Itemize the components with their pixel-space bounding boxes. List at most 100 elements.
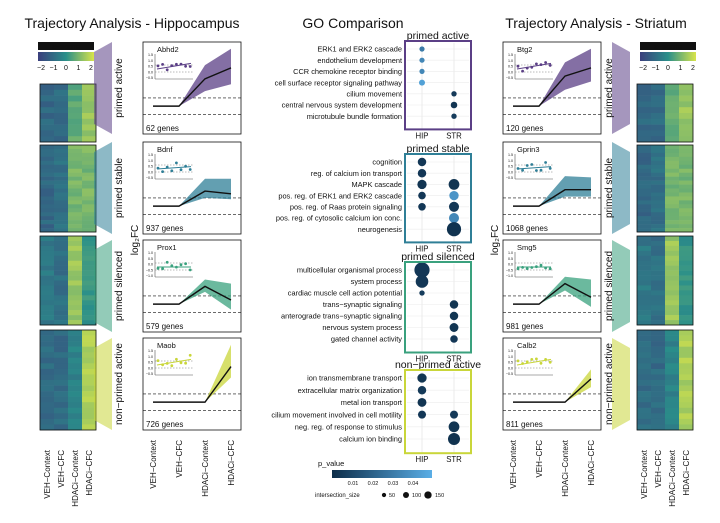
inset-trend-line [156, 62, 192, 70]
heatmap-cell [40, 164, 55, 170]
heatmap-cell [68, 352, 83, 359]
heatmap-cell [68, 184, 83, 189]
heatmap-cell [679, 346, 694, 353]
heatmap-cell [665, 357, 680, 364]
go-column-label: STR [446, 131, 462, 140]
heatmap-cell [665, 212, 680, 217]
heatmap-cell [54, 424, 69, 431]
heatmap-cell [82, 224, 97, 229]
heatmap-cell [54, 164, 69, 170]
cluster-label-primed_stable: primed stable [604, 158, 615, 218]
heatmap-cell [54, 330, 69, 336]
heatmap-cell [637, 280, 652, 286]
heatmap-cell [679, 305, 694, 311]
cluster-label-non_primed_active: non−primed active [604, 343, 615, 425]
heatmap-cell [651, 236, 666, 242]
inset-tick-label: 1.0 [148, 355, 153, 359]
pvalue-legend-title: p_value [318, 459, 344, 468]
heatmap-cell [651, 130, 666, 137]
cluster-label-primed_silenced: primed silenced [604, 251, 615, 321]
zscore-tick: 2 [691, 65, 695, 72]
heatmap-cell [651, 152, 666, 158]
heatmap-condition-label: HDACi−Context [668, 449, 677, 506]
heatmap-cell [82, 208, 97, 213]
heatmap-cell [68, 385, 83, 392]
heatmap-cell [679, 310, 694, 316]
heatmap-cell [54, 245, 69, 252]
go-term-label: cell surface receptor signaling pathway [275, 78, 403, 87]
heatmap-cell [637, 250, 652, 257]
trajectory-x-tick-label: HDACi−CFC [587, 440, 596, 486]
heatmap-cell [651, 407, 666, 414]
heatmap-cell [40, 250, 55, 257]
heatmap-cluster-border [636, 329, 694, 431]
heatmap-cell [665, 380, 680, 386]
heatmap-cell [637, 136, 652, 143]
heatmap-cell [665, 305, 680, 311]
heatmap-cell [82, 168, 97, 173]
heatmap-cell [54, 145, 69, 150]
heatmap-cell [68, 107, 83, 114]
heatmap-condition-label: VEH−CFC [57, 450, 66, 488]
heatmap-cell [665, 156, 680, 162]
example-gene-name: Bdnf [157, 145, 173, 154]
heatmap-cell [679, 101, 694, 108]
heatmap-cell [68, 290, 83, 296]
heatmap-cluster-non_primed_active [39, 329, 97, 431]
mean-trajectory-line [513, 67, 592, 107]
heatmap-cell [54, 260, 69, 266]
heatmap-cell [665, 295, 680, 301]
heatmap-cell [679, 172, 694, 177]
heatmap-cell [651, 305, 666, 311]
heatmap-cell [679, 245, 694, 252]
mean-trajectory-line [153, 190, 232, 207]
heatmap-cell [68, 310, 83, 316]
heatmap-cell [68, 330, 83, 336]
gene-count-label: 1068 genes [506, 224, 548, 233]
size-legend-dot [381, 492, 387, 498]
heatmap-cell [82, 260, 97, 266]
cluster-label-primed_silenced: primed silenced [114, 251, 125, 321]
go-term-label: pos. reg. of Raas protein signaling [290, 203, 402, 212]
heatmap-cell [40, 136, 55, 143]
heatmap-cell [68, 212, 83, 217]
heatmap-cell [40, 236, 55, 242]
heatmap-cell [679, 250, 694, 257]
heatmap-cell [54, 418, 69, 425]
heatmap-cell [68, 160, 83, 166]
heatmap-cell [82, 145, 97, 150]
heatmap-cell [637, 216, 652, 221]
heatmap-cell [637, 380, 652, 386]
heatmap-cell [54, 270, 69, 276]
heatmap-cell [679, 192, 694, 197]
heatmap-cell [68, 363, 83, 370]
inset-point [544, 61, 547, 64]
pvalue-tick-label: 0.03 [388, 481, 399, 487]
heatmap-cell [68, 196, 83, 201]
heatmap-cell [679, 180, 694, 185]
heatmap-cell [54, 113, 69, 120]
inset-point [535, 169, 538, 172]
heatmap-cell [651, 145, 666, 150]
example-gene-name: Abhd2 [157, 45, 179, 54]
heatmap-cell [651, 220, 666, 225]
go-block-border [404, 153, 472, 244]
inset-point [530, 358, 534, 361]
trajectory-panel-primed_silenced: 981 genes Smg5 1.0 0.5 0.0−0.5 −1.0 [502, 239, 602, 333]
inset-tick-label: 0.5 [508, 165, 513, 169]
heatmap-cell [82, 180, 97, 185]
heatmap-cell [651, 391, 666, 397]
cluster-flag-non_primed_active [612, 338, 630, 430]
heatmap-cell [68, 168, 83, 173]
heatmap-cell [679, 95, 694, 102]
zscore-legend-title: z−score [654, 42, 682, 51]
size-legend-dot [424, 491, 432, 499]
heatmap-cell [82, 216, 97, 221]
heatmap-cell [82, 335, 97, 342]
heatmap-cell [679, 363, 694, 370]
heatmap-cell [68, 285, 83, 291]
go-block-primed_silenced: primed silenced multicellular organismal … [281, 251, 475, 364]
heatmap-cell [679, 402, 694, 409]
heatmap-cell [40, 101, 55, 108]
trajectory-panel-primed_stable: 937 genes Bdnf 1.5 1.0 0.50.0 −0.5 [142, 141, 242, 235]
